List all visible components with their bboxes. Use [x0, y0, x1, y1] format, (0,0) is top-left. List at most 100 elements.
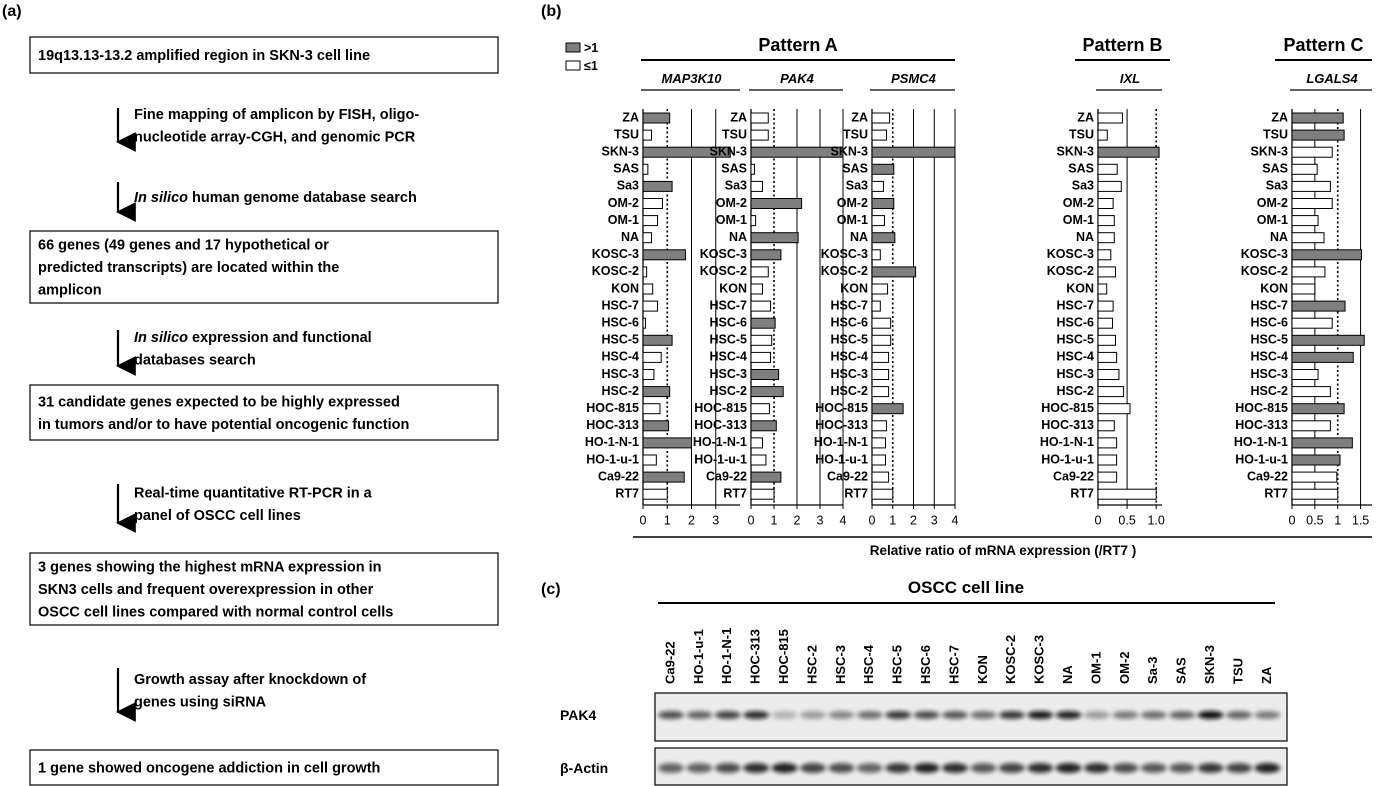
pattern-title: Pattern A [758, 35, 837, 55]
bar [643, 370, 654, 380]
band [970, 711, 996, 719]
band [1198, 763, 1224, 773]
y-tick-label: HSC-4 [830, 350, 868, 364]
bar [751, 489, 774, 499]
flow-text: OSCC cell lines compared with normal con… [38, 605, 393, 621]
y-tick-label: SKN-3 [1250, 144, 1288, 158]
y-tick-label: SKN-3 [709, 144, 747, 158]
bar [1098, 130, 1107, 140]
bar [872, 250, 880, 260]
x-tick-label: 2 [794, 513, 801, 527]
bar [1292, 301, 1345, 311]
y-tick-label: HSC-2 [1250, 384, 1288, 398]
bar [872, 233, 895, 243]
y-tick-label: KOSC-2 [1241, 264, 1288, 278]
y-tick-label: ZA [851, 110, 868, 124]
lane-label: HSC-7 [946, 645, 961, 684]
bar [643, 318, 645, 328]
lane-label: HSC-2 [804, 645, 819, 684]
legend-swatch [566, 43, 580, 52]
y-tick-label: HSC-3 [709, 367, 747, 381]
bar [751, 472, 781, 482]
chart-title: PSMC4 [891, 71, 937, 86]
bar [751, 301, 771, 311]
y-tick-label: ZA [1077, 110, 1094, 124]
y-tick-label: RT7 [1264, 486, 1288, 500]
flow-text: 66 genes (49 genes and 17 hypothetical o… [38, 238, 329, 254]
bar [751, 199, 802, 209]
lane-label: Sa-3 [1145, 657, 1160, 684]
y-tick-label: OM-2 [608, 196, 639, 210]
y-tick-label: KON [840, 281, 868, 295]
y-tick-label: RT7 [615, 486, 639, 500]
flow-text: 19q13.13-13.2 amplified region in SKN-3 … [38, 48, 370, 64]
bar [751, 267, 768, 277]
bar [643, 113, 670, 123]
y-tick-label: HO-1-N-1 [1040, 435, 1094, 449]
x-tick-label: 0 [748, 513, 755, 527]
blot-row-label: β-Actin [560, 760, 608, 776]
y-tick-label: HSC-4 [601, 350, 639, 364]
bar [1292, 267, 1325, 277]
y-tick-label: NA [850, 230, 868, 244]
lane-label: HOC-815 [776, 629, 791, 684]
bar [872, 113, 890, 123]
band [1027, 763, 1053, 773]
y-tick-label: HOC-313 [815, 418, 868, 432]
bar [1098, 489, 1156, 499]
y-tick-label: KOSC-2 [821, 264, 868, 278]
bar [1292, 352, 1353, 362]
y-tick-label: TSU [614, 127, 639, 141]
x-tick-label: 3 [712, 513, 719, 527]
band [1169, 763, 1195, 773]
bar [751, 250, 781, 260]
bar [1292, 472, 1337, 482]
bar [643, 284, 653, 294]
band [658, 711, 684, 719]
band [857, 763, 883, 773]
lane-label: HOC-313 [748, 629, 763, 684]
y-tick-label: HO-1-N-1 [814, 435, 868, 449]
y-tick-label: HSC-5 [830, 333, 868, 347]
bar [643, 181, 672, 191]
band [1254, 711, 1280, 719]
lane-label: SAS [1174, 657, 1189, 684]
band [1112, 763, 1138, 773]
y-tick-label: Ca9-22 [1053, 469, 1094, 483]
band [914, 763, 940, 773]
bar [1292, 130, 1344, 140]
bar [751, 284, 763, 294]
bar [1098, 404, 1130, 414]
lane-label: HSC-3 [833, 645, 848, 684]
lane-label: KOSC-2 [1003, 635, 1018, 684]
band [715, 711, 741, 719]
bar [751, 181, 763, 191]
bar [751, 387, 783, 397]
y-tick-label: HO-1-u-1 [815, 452, 868, 466]
band [828, 763, 854, 773]
bar [1098, 352, 1117, 362]
chart-title: PAK4 [780, 71, 814, 86]
flow-text: Fine mapping of amplicon by FISH, oligo- [134, 107, 419, 123]
bar [643, 130, 651, 140]
x-tick-label: 2 [688, 513, 695, 527]
bar [1098, 113, 1122, 123]
step-text: In silico human genome database search [134, 190, 417, 206]
y-tick-label: NA [1076, 230, 1094, 244]
x-tick-label: 1 [771, 513, 778, 527]
bar [643, 438, 692, 448]
y-tick-label: KOSC-2 [700, 264, 747, 278]
y-tick-label: SAS [1262, 162, 1288, 176]
y-tick-label: HOC-313 [1041, 418, 1094, 432]
y-tick-label: HSC-7 [1056, 298, 1094, 312]
bar [1292, 181, 1330, 191]
lane-label: Ca9-22 [662, 641, 677, 684]
y-tick-label: SAS [613, 162, 639, 176]
y-tick-label: HSC-3 [830, 367, 868, 381]
bar [643, 489, 667, 499]
bar [1098, 250, 1111, 260]
flow-text: Real-time quantitative RT-PCR in a [134, 485, 373, 501]
bar [872, 181, 883, 191]
y-tick-label: OM-1 [608, 213, 639, 227]
y-tick-label: HO-1-u-1 [1235, 452, 1288, 466]
